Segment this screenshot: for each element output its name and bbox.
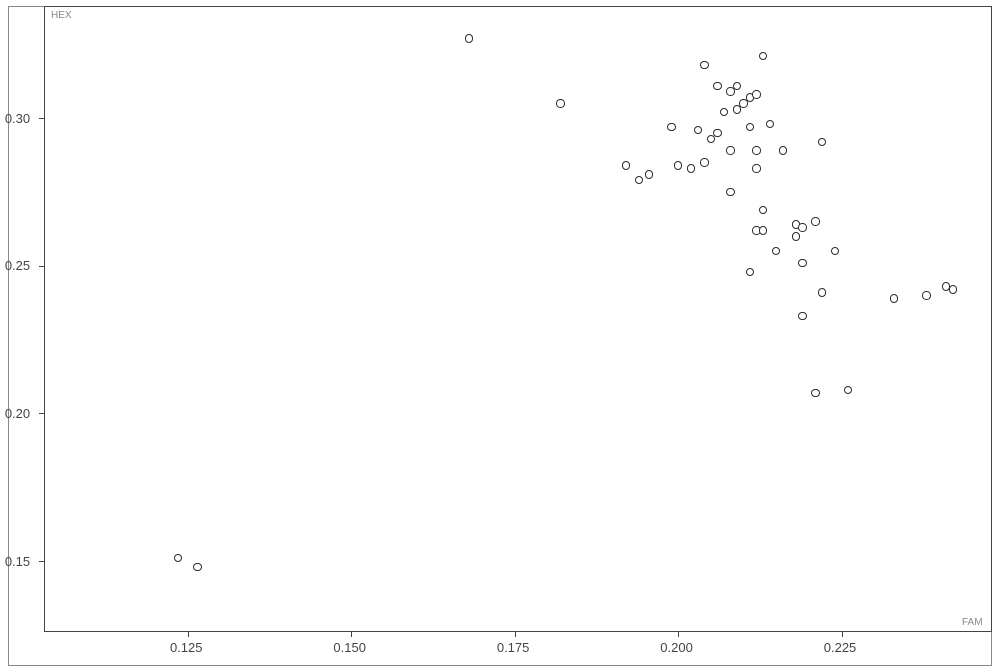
data-point — [700, 61, 708, 69]
y-tick-mark — [39, 561, 44, 562]
data-point — [674, 161, 682, 169]
x-tick-label: 0.175 — [497, 640, 530, 655]
data-point — [752, 164, 760, 172]
y-tick-label: 0.20 — [5, 406, 30, 421]
data-point — [465, 34, 473, 42]
data-point — [811, 389, 819, 397]
x-tick-mark — [842, 632, 843, 637]
data-point — [726, 188, 734, 196]
data-point — [645, 170, 653, 178]
data-point — [792, 232, 800, 240]
data-point — [700, 158, 708, 166]
x-tick-mark — [188, 632, 189, 637]
x-tick-mark — [351, 632, 352, 637]
plot-area — [44, 6, 992, 632]
data-point — [713, 82, 721, 90]
data-point — [622, 161, 630, 169]
data-point — [687, 164, 695, 172]
y-tick-label: 0.30 — [5, 111, 30, 126]
data-point — [759, 226, 767, 234]
data-point — [811, 217, 819, 225]
data-point — [752, 146, 760, 154]
data-point — [733, 82, 741, 90]
x-tick-label: 0.225 — [824, 640, 857, 655]
data-point — [922, 291, 930, 299]
x-tick-label: 0.200 — [660, 640, 693, 655]
data-point — [556, 99, 564, 107]
data-point — [726, 146, 734, 154]
y-axis-label: HEX — [51, 10, 72, 21]
data-point — [818, 288, 826, 296]
x-axis-label: FAM — [962, 617, 983, 628]
data-point — [798, 223, 806, 231]
data-point — [890, 294, 898, 302]
x-tick-label: 0.125 — [170, 640, 203, 655]
data-point — [798, 259, 806, 267]
x-tick-mark — [678, 632, 679, 637]
y-tick-mark — [39, 413, 44, 414]
data-point — [949, 285, 957, 293]
data-point — [667, 123, 675, 131]
y-tick-label: 0.15 — [5, 554, 30, 569]
data-point — [798, 312, 806, 320]
data-point — [752, 90, 760, 98]
y-tick-label: 0.25 — [5, 258, 30, 273]
x-tick-mark — [515, 632, 516, 637]
x-tick-label: 0.150 — [333, 640, 366, 655]
data-point — [779, 146, 787, 154]
y-tick-mark — [39, 266, 44, 267]
data-point — [713, 129, 721, 137]
data-point — [193, 563, 201, 571]
y-tick-mark — [39, 118, 44, 119]
data-point — [694, 126, 702, 134]
